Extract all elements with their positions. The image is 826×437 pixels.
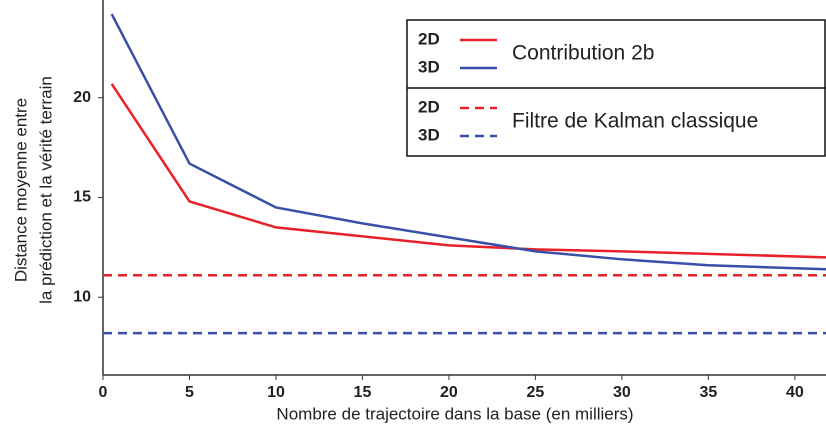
x-tick-label: 10 bbox=[267, 384, 285, 401]
x-tick-label: 25 bbox=[527, 384, 545, 401]
x-tick-label: 15 bbox=[354, 384, 372, 401]
x-tick-label: 35 bbox=[699, 384, 717, 401]
x-tick-label: 5 bbox=[185, 384, 194, 401]
x-axis-label: Nombre de trajectoire dans la base (en m… bbox=[276, 404, 633, 423]
legend-key-label: 3D bbox=[418, 125, 440, 144]
legend-key-label: 2D bbox=[418, 97, 440, 116]
x-tick-label: 20 bbox=[440, 384, 458, 401]
legend-key-label: 3D bbox=[418, 57, 440, 76]
y-tick-label: 20 bbox=[73, 89, 91, 106]
legend-key-label: 2D bbox=[418, 29, 440, 48]
legend-group-label: Filtre de Kalman classique bbox=[512, 110, 758, 133]
y-axis-label: Distance moyenne entre bbox=[11, 98, 30, 282]
x-tick-label: 40 bbox=[786, 384, 804, 401]
x-tick-label: 0 bbox=[99, 384, 108, 401]
y-axis-label: la prédiction et la vérité terrain bbox=[36, 76, 55, 304]
legend-group-label: Contribution 2b bbox=[512, 42, 654, 65]
series-line bbox=[110, 13, 826, 271]
y-tick-label: 10 bbox=[73, 288, 91, 305]
series-line bbox=[110, 83, 826, 259]
y-tick-label: 15 bbox=[73, 189, 91, 206]
x-tick-label: 30 bbox=[613, 384, 631, 401]
